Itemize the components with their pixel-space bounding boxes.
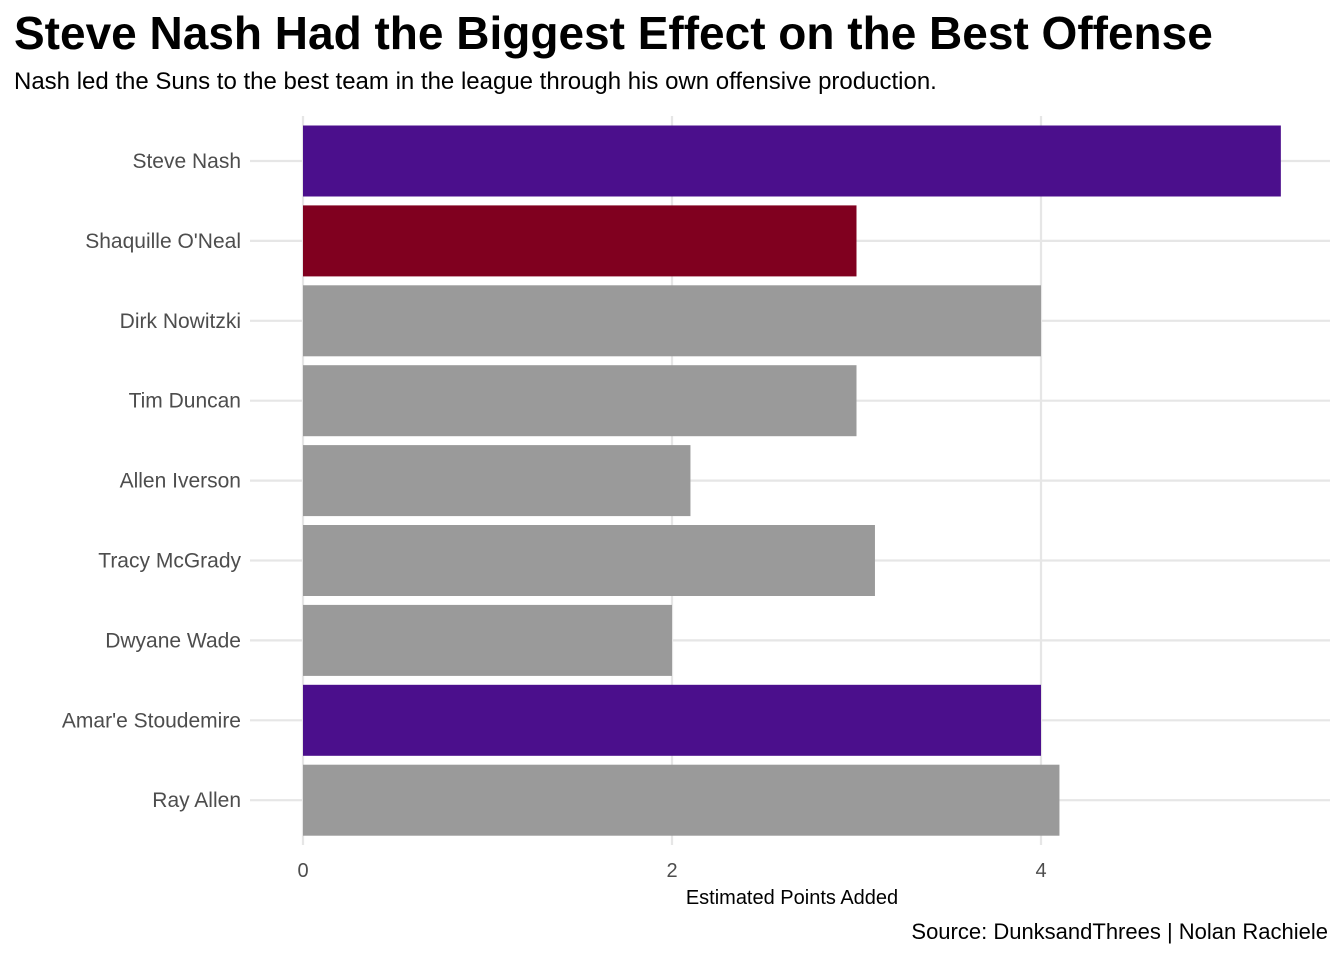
y-tick-label: Dwyane Wade [105,629,241,652]
y-tick-label: Steve Nash [132,150,241,173]
chart-title: Steve Nash Had the Biggest Effect on the… [14,7,1213,59]
bar [303,604,672,676]
source-caption: Source: DunksandThrees | Nolan Rachiele [911,919,1328,944]
label-layer: 0 2 4 Steve Nash Shaquille O'Neal Dirk Nowitz… [62,150,1047,882]
bar [303,365,857,437]
bar [303,445,691,517]
y-tick-label: Dirk Nowitzki [120,310,241,333]
bar [303,205,857,277]
chart-subtitle: Nash led the Suns to the best team in th… [14,68,937,95]
bar [303,285,1041,357]
y-tick-label: Ray Allen [152,789,241,812]
y-tick-label: Shaquille O'Neal [85,230,241,253]
y-tick-label: Allen Iverson [120,470,241,493]
x-axis-label: Estimated Points Added [686,887,898,909]
y-tick-label: Amar'e Stoudemire [62,709,241,732]
bar [303,684,1041,756]
bar [303,125,1281,197]
x-tick-label: 2 [666,860,677,882]
bar-layer [303,125,1281,836]
x-tick-label: 4 [1035,860,1046,882]
y-tick-label: Tim Duncan [129,390,241,413]
bar [303,764,1060,836]
x-tick-label: 0 [297,860,308,882]
y-tick-label: Tracy McGrady [98,550,241,573]
bar [303,525,875,596]
